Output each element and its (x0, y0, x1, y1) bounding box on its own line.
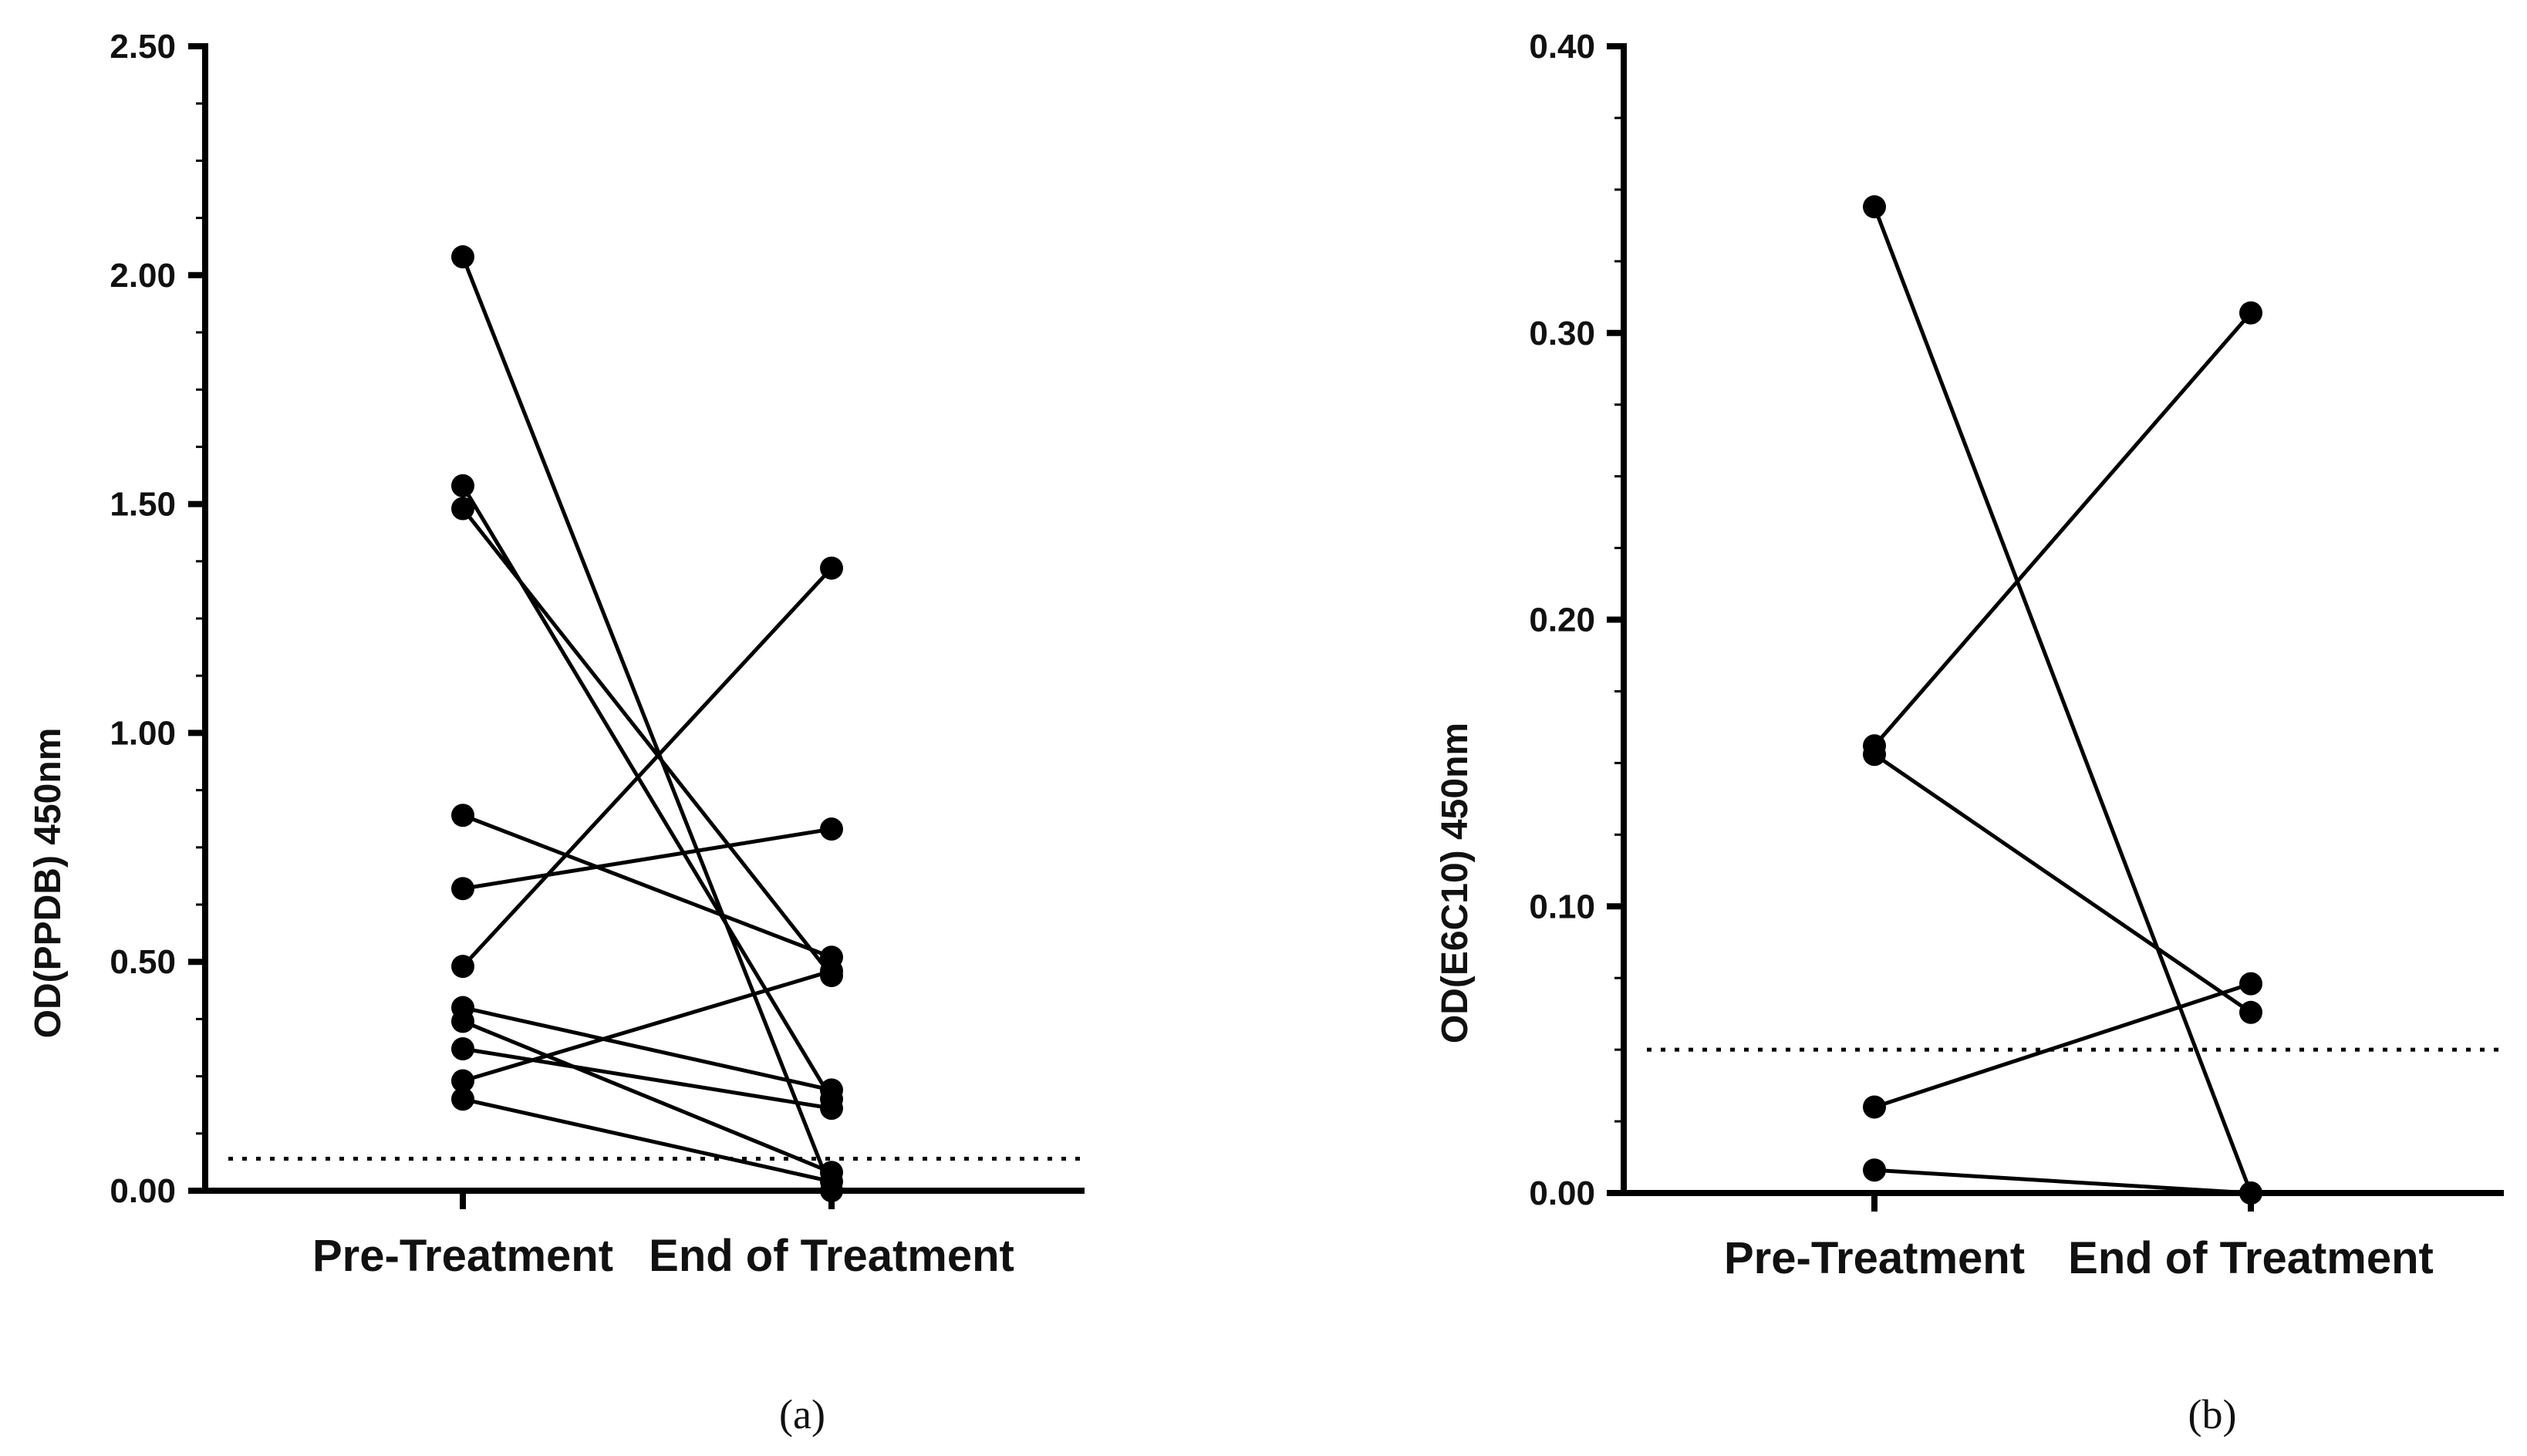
series-line-subject-9 (462, 1046, 832, 1111)
y-axis-label: OD(PPDB) 450nm (28, 728, 69, 1039)
x-axis-categories: Pre-Treatment End of Treatment (1724, 1193, 2434, 1283)
series-line-subject-7 (462, 1006, 832, 1092)
data-point (451, 497, 474, 521)
series-line-subject-8 (462, 1020, 832, 1175)
data-point (451, 804, 474, 827)
data-point (1863, 195, 1886, 219)
y-axis-ticks: 0.00 0.50 1.00 1.50 2.00 2.50 (110, 28, 1085, 1210)
series-line-subject-2 (1873, 312, 2252, 747)
series-line-subject-11 (462, 1097, 832, 1184)
data-point (820, 1097, 843, 1121)
data-point (451, 877, 474, 901)
series-line-subject-3 (1873, 753, 2252, 1014)
y-axis-ticks: 0.00 0.10 0.20 0.30 0.40 (1529, 28, 2504, 1212)
panel-b: OD(E6C10) 450nm 0.00 0.10 0.20 0.30 0.40 Pre… (1435, 28, 2504, 1437)
data-point (2239, 1000, 2262, 1024)
data-point (451, 245, 474, 269)
data-point (1863, 1095, 1886, 1119)
x-category-label: Pre-Treatment (1724, 1233, 2025, 1283)
y-tick-label: 2.00 (110, 257, 176, 295)
data-marks (228, 245, 1085, 1202)
series-line-subject-5 (462, 827, 832, 891)
series-line-subject-5 (1874, 1168, 2252, 1195)
data-point (820, 959, 843, 983)
x-category-label: End of Treatment (649, 1231, 1014, 1281)
data-point (1863, 743, 1886, 767)
data-marks (1647, 195, 2504, 1205)
x-axis-categories: Pre-Treatment End of Treatment (312, 1191, 1014, 1281)
data-point (451, 1087, 474, 1111)
y-tick-label: 0.00 (1529, 1175, 1595, 1212)
panel-label: (a) (779, 1391, 825, 1437)
data-point (1863, 1158, 1886, 1182)
data-point (820, 817, 843, 841)
series-line-subject-1 (1872, 206, 2253, 1194)
series-line-subject-1 (461, 256, 834, 1191)
y-tick-label: 0.30 (1529, 315, 1595, 352)
series-line-subject-4 (1874, 982, 2252, 1109)
data-point (820, 1170, 843, 1194)
y-tick-label: 0.10 (1529, 888, 1595, 925)
data-point (820, 1078, 843, 1102)
series-line-subject-4 (462, 813, 832, 959)
series-line-subject-6 (461, 567, 833, 968)
data-point (820, 556, 843, 580)
x-category-label: Pre-Treatment (312, 1231, 613, 1281)
panel-label: (b) (2188, 1391, 2237, 1437)
y-tick-label: 0.50 (110, 943, 176, 981)
data-point (451, 955, 474, 979)
panel-a: OD(PPDB) 450nm 0.000.501.001.502.002.50 … (28, 28, 1085, 1437)
data-point (451, 1069, 474, 1093)
y-tick-label: 1.50 (110, 486, 176, 524)
data-point (2239, 301, 2262, 325)
series-line-subject-3 (461, 507, 833, 977)
y-axis-label: OD(E6C10) 450nm (1435, 723, 1476, 1043)
x-category-label: End of Treatment (2068, 1233, 2434, 1283)
series-line-subject-10 (462, 969, 832, 1083)
y-tick-label: 0.00 (110, 1172, 176, 1210)
y-tick-label: 0.40 (1529, 28, 1595, 66)
data-point (2239, 972, 2262, 996)
y-tick-label: 2.50 (110, 28, 176, 66)
data-point (2239, 1181, 2262, 1205)
data-point (451, 1009, 474, 1033)
data-point (451, 474, 474, 497)
data-point (451, 1036, 474, 1060)
y-tick-label: 1.00 (110, 714, 176, 752)
y-tick-label: 0.20 (1529, 602, 1595, 639)
